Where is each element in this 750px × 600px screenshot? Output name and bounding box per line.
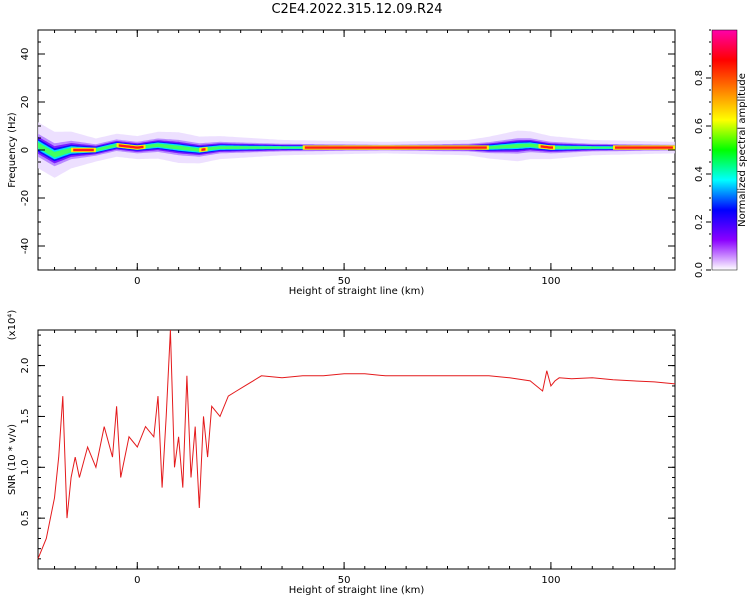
band-peak-5: [615, 146, 673, 149]
x-tick-label: 100: [541, 276, 560, 287]
colorbar-tick-label: 0.6: [694, 118, 705, 134]
snr-y-axis-label: SNR (10 * v/v): [7, 424, 18, 495]
snr-y-multiplier: (x10⁴): [7, 310, 18, 341]
colorbar-gradient: [711, 29, 738, 271]
x-tick-label: 50: [338, 276, 351, 287]
snr-ticks: 0 50 100 0.5 1.0 1.5 2.0: [20, 330, 676, 586]
figure-title: C2E4.2022.315.12.09.R24: [271, 2, 443, 17]
x-tick-label: 100: [541, 575, 560, 586]
colorbar-tick-label: 0.2: [694, 214, 705, 230]
band-peak-0: [73, 148, 94, 152]
band-peak-1: [118, 144, 144, 149]
colorbar-tick-label: 0.8: [694, 70, 705, 86]
band-peak-4: [540, 145, 553, 149]
y-tick-label: 1.5: [20, 408, 31, 424]
snr-series-line: [37, 329, 676, 559]
x-tick-label: 0: [134, 575, 140, 586]
spectrogram-x-axis-label: Height of straight line (km): [289, 286, 425, 297]
colorbar: 0.0 0.2 0.4 0.6 0.8 Normalized spectral ampl…: [694, 29, 748, 278]
snr-frame: [37, 329, 676, 570]
y-tick-label: -20: [20, 190, 31, 206]
spectrogram-y-axis-label: Frequency (Hz): [7, 112, 18, 188]
colorbar-label: Normalized spectral amplitude: [737, 73, 748, 227]
snr-x-axis-label: Height of straight line (km): [289, 585, 425, 596]
colorbar-ticks: 0.0 0.2 0.4 0.6 0.8: [694, 29, 711, 278]
y-tick-label: 1.0: [20, 459, 31, 475]
y-tick-label: -40: [20, 238, 31, 254]
y-tick-label: 0.5: [20, 510, 31, 526]
snr-panel: 0 50 100 0.5 1.0 1.5 2.0 Height of straight li…: [7, 310, 676, 596]
spectrogram-ticks: 0 50 100 40 20 0 -20 -40: [20, 29, 676, 287]
colorbar-tick-label: 0.0: [694, 262, 705, 278]
y-tick-label: 40: [20, 48, 31, 61]
y-tick-label: 20: [20, 96, 31, 109]
band-layer-5: [38, 142, 675, 158]
y-tick-label: 2.0: [20, 358, 31, 374]
spectrogram-panel: 0 50 100 40 20 0 -20 -40 Height of straight lin…: [7, 29, 676, 297]
spectral-band: [38, 122, 675, 178]
y-tick-label: 0: [20, 147, 31, 153]
band-peak-3: [304, 146, 487, 149]
x-tick-label: 0: [134, 276, 140, 287]
x-tick-label: 50: [338, 575, 351, 586]
band-peak-2: [201, 148, 206, 151]
colorbar-tick-label: 0.4: [694, 166, 705, 182]
